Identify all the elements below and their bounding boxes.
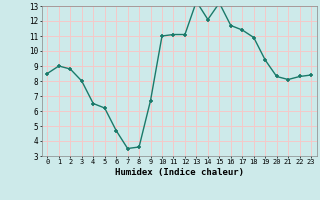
X-axis label: Humidex (Indice chaleur): Humidex (Indice chaleur) bbox=[115, 168, 244, 177]
